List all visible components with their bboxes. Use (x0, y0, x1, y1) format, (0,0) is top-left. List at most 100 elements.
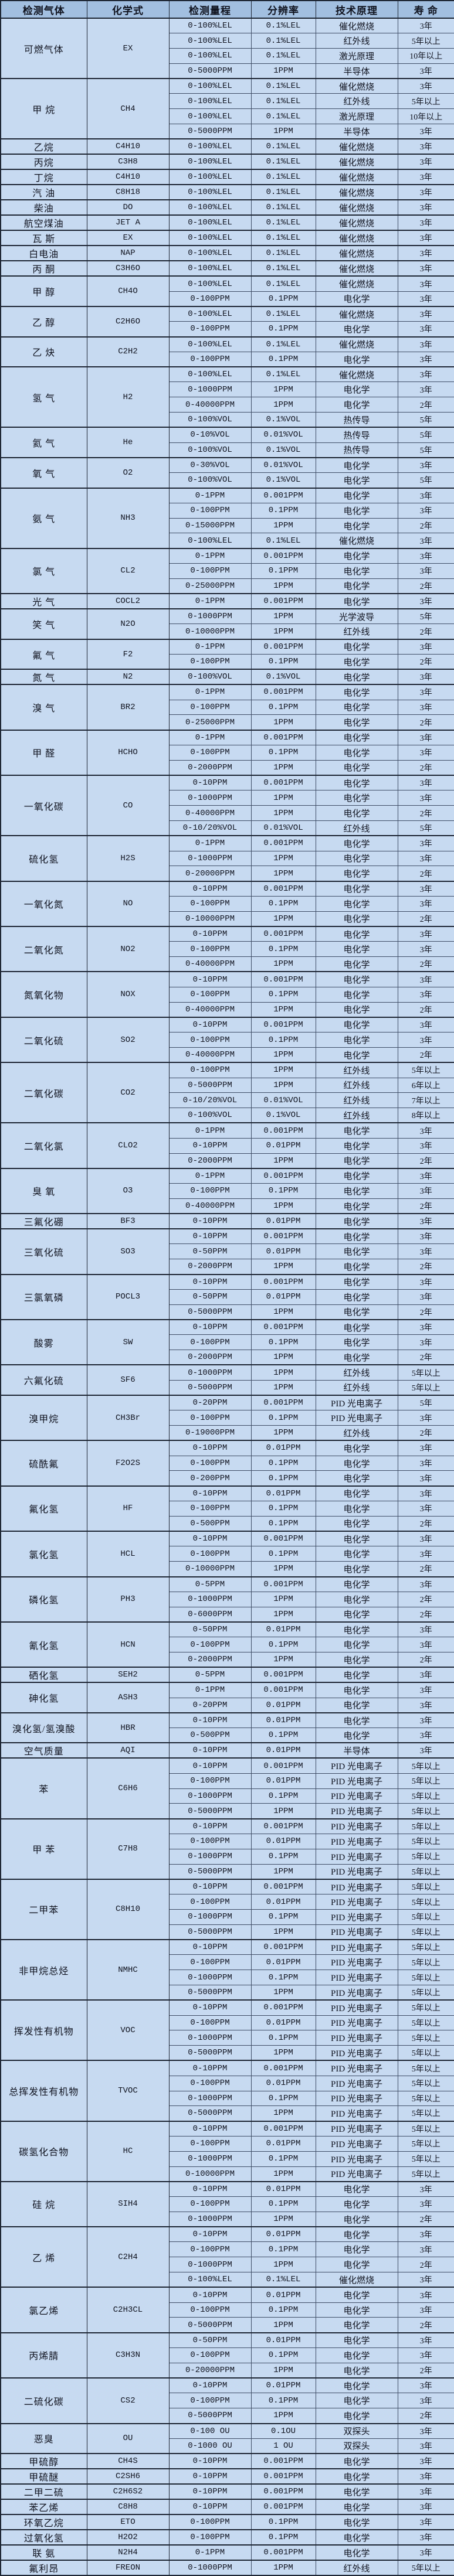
table-row: 0-1000PPM 0.1PPM PID 光电离子 5年以上 (1, 1848, 454, 1865)
tech-cell: 半导体 (315, 63, 398, 79)
formula-cell: SO2 (86, 1016, 170, 1063)
range-cell: 0-5PPM (168, 1667, 252, 1683)
range-cell: 0-100PPM (168, 1637, 252, 1652)
resolution-cell: 1PPM (250, 381, 316, 398)
resolution-cell: 0.001PPM (250, 2544, 316, 2561)
life-cell: 3年 (397, 321, 454, 338)
resolution-cell: 0.01PPM (250, 1289, 316, 1305)
table-row: 乙 炔 C2H2 0-100%LEL 0.1%LEL 催化燃烧 3年 (0, 336, 454, 367)
range-cell: 0-100%LEL (168, 48, 252, 64)
range-cell: 0-10PPM (168, 775, 252, 791)
resolution-cell: 0.1%LEL (250, 214, 316, 231)
tech-cell: PID 光电离子 (315, 1394, 398, 1411)
life-cell: 3年 (397, 2347, 454, 2363)
life-cell: 2年 (397, 517, 454, 534)
resolution-cell: 0.001PPM (250, 1757, 316, 1774)
tech-cell: 电化学 (315, 1682, 398, 1698)
range-cell: 0-100PPM (168, 2241, 252, 2258)
tech-cell: 电化学 (315, 2468, 398, 2485)
resolution-cell: 1 OU (250, 2438, 316, 2454)
table-row: 0-100PPM 0.1PPM 电化学 3年 (1, 744, 454, 761)
table-row: 0-100PPM 0.01PPM PID 光电离子 5年以上 (1, 1833, 454, 1849)
table-row: 0-100PPM 0.1PPM 电化学 3年 (1, 321, 454, 338)
tech-cell: 催化燃烧 (315, 18, 398, 34)
range-cell: 0-10PPM (168, 926, 252, 942)
range-cell: 0-100PPM (168, 1894, 252, 1910)
life-cell: 3年 (397, 638, 454, 655)
life-cell: 2年 (397, 956, 454, 972)
gas-cell: 二甲苯 (0, 1878, 87, 1940)
table-row: 0-10000PPM 1PPM PID 光电离子 5年以上 (1, 2166, 454, 2182)
formula-cell: EX (86, 17, 170, 79)
tech-cell: PID 光电离子 (315, 2105, 398, 2122)
range-cell: 0-5000PPM (168, 124, 252, 139)
resolution-cell: 0.001PPM (250, 1122, 316, 1139)
resolution-cell: 0.01PPM (250, 1137, 316, 1154)
tech-cell: PID 光电离子 (315, 1939, 398, 1955)
life-cell: 5年以上 (397, 1909, 454, 1925)
resolution-cell: 1PPM (250, 2166, 316, 2182)
life-cell: 5年以上 (397, 2560, 454, 2576)
life-cell: 6年以上 (397, 1077, 454, 1093)
table-row: 0-10000PPM 1PPM 红外线 2年 (1, 623, 454, 640)
life-cell: 3年 (397, 2272, 454, 2288)
formula-cell: H2O2 (86, 2529, 170, 2546)
resolution-cell: 0.001PPM (250, 1818, 316, 1834)
gas-cell: 一氧化氮 (0, 880, 87, 927)
range-cell: 0-100PPM (168, 1455, 252, 1471)
tech-cell: 电化学 (315, 1259, 398, 1275)
gas-cell: 磷化氢 (0, 1576, 87, 1623)
tech-cell: 催化燃烧 (315, 199, 398, 216)
resolution-cell: 0.01PPM (250, 2015, 316, 2031)
tech-cell: 催化燃烧 (315, 169, 398, 185)
resolution-cell: 0.001PPM (250, 1273, 316, 1290)
formula-cell: C8H8 (86, 2499, 170, 2515)
table-row: 氟 气 F2 0-1PPM 0.001PPM 电化学 3年 (0, 638, 454, 670)
resolution-cell: 1PPM (250, 1379, 316, 1396)
tech-cell: 催化燃烧 (315, 138, 398, 155)
life-cell: 3年 (397, 1289, 454, 1305)
resolution-cell: 1PPM (250, 911, 316, 927)
table-row: 0-6000PPM 1PPM 电化学 2年 (1, 1606, 454, 1623)
table-row: 可燃气体 EX 0-100%LEL 0.1%LEL 催化燃烧 3年 (0, 17, 454, 79)
range-cell: 0-10PPM (168, 1273, 252, 1290)
range-cell: 0-20PPM (168, 1697, 252, 1713)
life-cell: 3年 (397, 487, 454, 503)
tech-cell: PID 光电离子 (315, 1788, 398, 1804)
range-cell: 0-10PPM (168, 2226, 252, 2243)
resolution-cell: 1PPM (250, 1047, 316, 1063)
resolution-cell: 1PPM (250, 1350, 316, 1365)
range-cell: 0-1PPM (168, 729, 252, 745)
tech-cell: 电化学 (315, 1016, 398, 1033)
formula-cell: CLO2 (86, 1122, 170, 1169)
life-cell: 3年 (397, 381, 454, 398)
tech-cell: 电化学 (315, 684, 398, 700)
life-cell: 3年 (397, 2302, 454, 2318)
resolution-cell: 1PPM (250, 2211, 316, 2227)
table-row: 0-5000PPM 1PPM 电化学 2年 (1, 2317, 454, 2333)
resolution-cell: 0.1PPM (250, 2529, 316, 2546)
range-cell: 0-5000PPM (168, 1379, 252, 1396)
resolution-cell: 0.001PPM (250, 1878, 316, 1895)
table-row: 0-1000PPM 0.1PPM PID 光电离子 5年以上 (1, 2090, 454, 2107)
range-cell: 0-1000PPM (168, 1591, 252, 1607)
resolution-cell: 0.1PPM (250, 1455, 316, 1471)
range-cell: 0-100PPM (168, 2393, 252, 2409)
resolution-cell: 0.1%LEL (250, 199, 316, 216)
table-row: 三氟化硼 BF3 0-10PPM 0.01PPM 电化学 3年 (0, 1213, 454, 1229)
resolution-cell: 0.001PPM (250, 1576, 316, 1592)
resolution-cell: 0.1PPM (250, 2393, 316, 2409)
tech-cell: 热传导 (315, 412, 398, 428)
range-cell: 0-100PPM (168, 563, 252, 579)
life-cell: 3年 (397, 2226, 454, 2243)
range-cell: 0-2000PPM (168, 1652, 252, 1668)
life-cell: 2年 (397, 1001, 454, 1018)
tech-cell: 电化学 (315, 1455, 398, 1471)
tech-cell: PID 光电离子 (315, 2015, 398, 2031)
resolution-cell: 1PPM (250, 1984, 316, 2001)
resolution-cell: 1PPM (250, 2408, 316, 2424)
gas-cell: 苯 (0, 1757, 87, 1819)
gas-cell: 氟化氢 (0, 1485, 87, 1532)
formula-cell: C3H3N (86, 2332, 170, 2379)
